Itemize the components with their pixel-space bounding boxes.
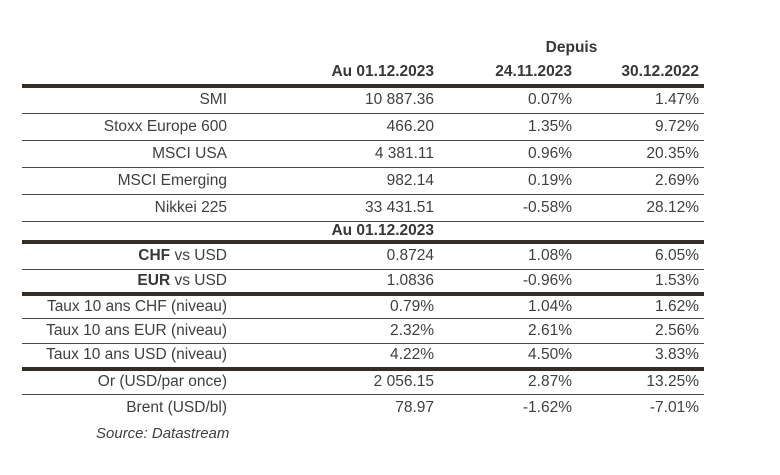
header-columns-row: Au 01.12.2023 24.11.2023 30.12.2022 bbox=[22, 60, 704, 88]
table-row-smi: SMI 10 887.36 0.07% 1.47% bbox=[22, 86, 704, 114]
since2-cell: -7.01% bbox=[649, 398, 699, 416]
since1-cell: 1.35% bbox=[439, 113, 577, 141]
since2-cell: 28.12% bbox=[577, 194, 704, 222]
currency-code: EUR bbox=[137, 271, 171, 289]
value-cell: 78.97 bbox=[395, 398, 434, 416]
since1-cell: 4.50% bbox=[439, 343, 577, 371]
since1-cell: 0.19% bbox=[439, 167, 577, 195]
spacer-cell bbox=[22, 36, 439, 60]
value-cell: 2.32% bbox=[232, 318, 439, 344]
row-label: EUR vs USD bbox=[22, 269, 232, 296]
value-cell: 982.14 bbox=[232, 167, 439, 195]
since2-cell: 1.47% bbox=[577, 86, 704, 114]
row-label: Taux 10 ans USD (niveau) bbox=[22, 343, 232, 371]
row-label: Taux 10 ans EUR (niveau) bbox=[22, 318, 232, 344]
row-label: MSCI USA bbox=[22, 140, 232, 168]
row-label-rest: vs USD bbox=[170, 247, 227, 265]
spacer-cell bbox=[577, 221, 704, 244]
col-header-value-date: Au 01.12.2023 bbox=[232, 60, 439, 88]
spacer-cell bbox=[22, 221, 232, 244]
table-row-brent: Brent (USD/bl) 78.97 -1.62% -7.01% bbox=[22, 395, 704, 421]
table-row-eur-usd: EUR vs USD 1.0836 -0.96% 1.53% bbox=[22, 269, 704, 296]
value-cell: 10 887.36 bbox=[232, 86, 439, 114]
value-cell: 0.79% bbox=[232, 293, 439, 319]
table-row-taux-eur: Taux 10 ans EUR (niveau) 2.32% 2.61% 2.5… bbox=[22, 318, 704, 344]
value-cell: 1.0836 bbox=[232, 269, 439, 296]
since1-cell: 0.07% bbox=[439, 86, 577, 114]
since1-cell: -1.62% bbox=[522, 398, 572, 416]
table-row-msci-emerging: MSCI Emerging 982.14 0.19% 2.69% bbox=[22, 167, 704, 195]
since1-cell: -0.96% bbox=[439, 269, 577, 296]
spacer-cell bbox=[22, 60, 232, 88]
table-row-nikkei: Nikkei 225 33 431.51 -0.58% 28.12% bbox=[22, 194, 704, 222]
row-label: Or (USD/par once) bbox=[22, 368, 232, 395]
table-row-taux-usd: Taux 10 ans USD (niveau) 4.22% 4.50% 3.8… bbox=[22, 343, 704, 371]
since1-cell: 1.08% bbox=[439, 241, 577, 270]
since2-cell: 2.69% bbox=[577, 167, 704, 195]
row-label-rest: vs USD bbox=[170, 271, 227, 289]
since1-cell: 1.04% bbox=[439, 293, 577, 319]
row-label: Taux 10 ans CHF (niveau) bbox=[22, 293, 232, 319]
value-cell: 2 056.15 bbox=[232, 368, 439, 395]
table-row-stoxx: Stoxx Europe 600 466.20 1.35% 9.72% bbox=[22, 113, 704, 141]
section-header-date: Au 01.12.2023 bbox=[232, 221, 439, 244]
since2-cell: 9.72% bbox=[577, 113, 704, 141]
source-row: Source: Datastream bbox=[22, 421, 704, 442]
currency-code: CHF bbox=[138, 247, 171, 265]
market-table-wrap: Depuis Au 01.12.2023 24.11.2023 30.12.20… bbox=[22, 36, 704, 442]
value-cell: 0.8724 bbox=[232, 241, 439, 270]
value-cell: 33 431.51 bbox=[232, 194, 439, 222]
table-row-msci-usa: MSCI USA 4 381.11 0.96% 20.35% bbox=[22, 140, 704, 168]
table-row-taux-chf: Taux 10 ans CHF (niveau) 0.79% 1.04% 1.6… bbox=[22, 293, 704, 319]
header-since-row: Depuis bbox=[22, 36, 704, 60]
col-header-since-1: 24.11.2023 bbox=[439, 60, 577, 88]
since2-cell: 2.56% bbox=[577, 318, 704, 344]
row-label: MSCI Emerging bbox=[22, 167, 232, 195]
since1-cell: 2.87% bbox=[439, 368, 577, 395]
col-header-since-2: 30.12.2022 bbox=[577, 60, 704, 88]
since1-cell: 2.61% bbox=[439, 318, 577, 344]
value-cell: 4.22% bbox=[232, 343, 439, 371]
market-table: Depuis Au 01.12.2023 24.11.2023 30.12.20… bbox=[22, 36, 704, 442]
since2-cell: 3.83% bbox=[577, 343, 704, 371]
since2-cell: 6.05% bbox=[577, 241, 704, 270]
value-cell: 4 381.11 bbox=[232, 140, 439, 168]
since-label: Depuis bbox=[545, 39, 598, 56]
row-label: Stoxx Europe 600 bbox=[22, 113, 232, 141]
since2-cell: 20.35% bbox=[577, 140, 704, 168]
since2-cell: 1.62% bbox=[577, 293, 704, 319]
row-label: Nikkei 225 bbox=[22, 194, 232, 222]
since2-cell: 1.53% bbox=[577, 269, 704, 296]
section-header-row: Au 01.12.2023 bbox=[22, 221, 704, 244]
since1-cell: -0.58% bbox=[439, 194, 577, 222]
since2-cell: 13.25% bbox=[577, 368, 704, 395]
row-label: CHF vs USD bbox=[22, 241, 232, 270]
table-row-chf-usd: CHF vs USD 0.8724 1.08% 6.05% bbox=[22, 241, 704, 270]
value-cell: 466.20 bbox=[232, 113, 439, 141]
since1-cell: 0.96% bbox=[439, 140, 577, 168]
row-label: SMI bbox=[22, 86, 232, 114]
row-label: Brent (USD/bl) bbox=[126, 398, 227, 416]
source-note: Source: Datastream bbox=[96, 424, 230, 442]
table-row-or: Or (USD/par once) 2 056.15 2.87% 13.25% bbox=[22, 368, 704, 395]
spacer-cell bbox=[439, 221, 577, 244]
